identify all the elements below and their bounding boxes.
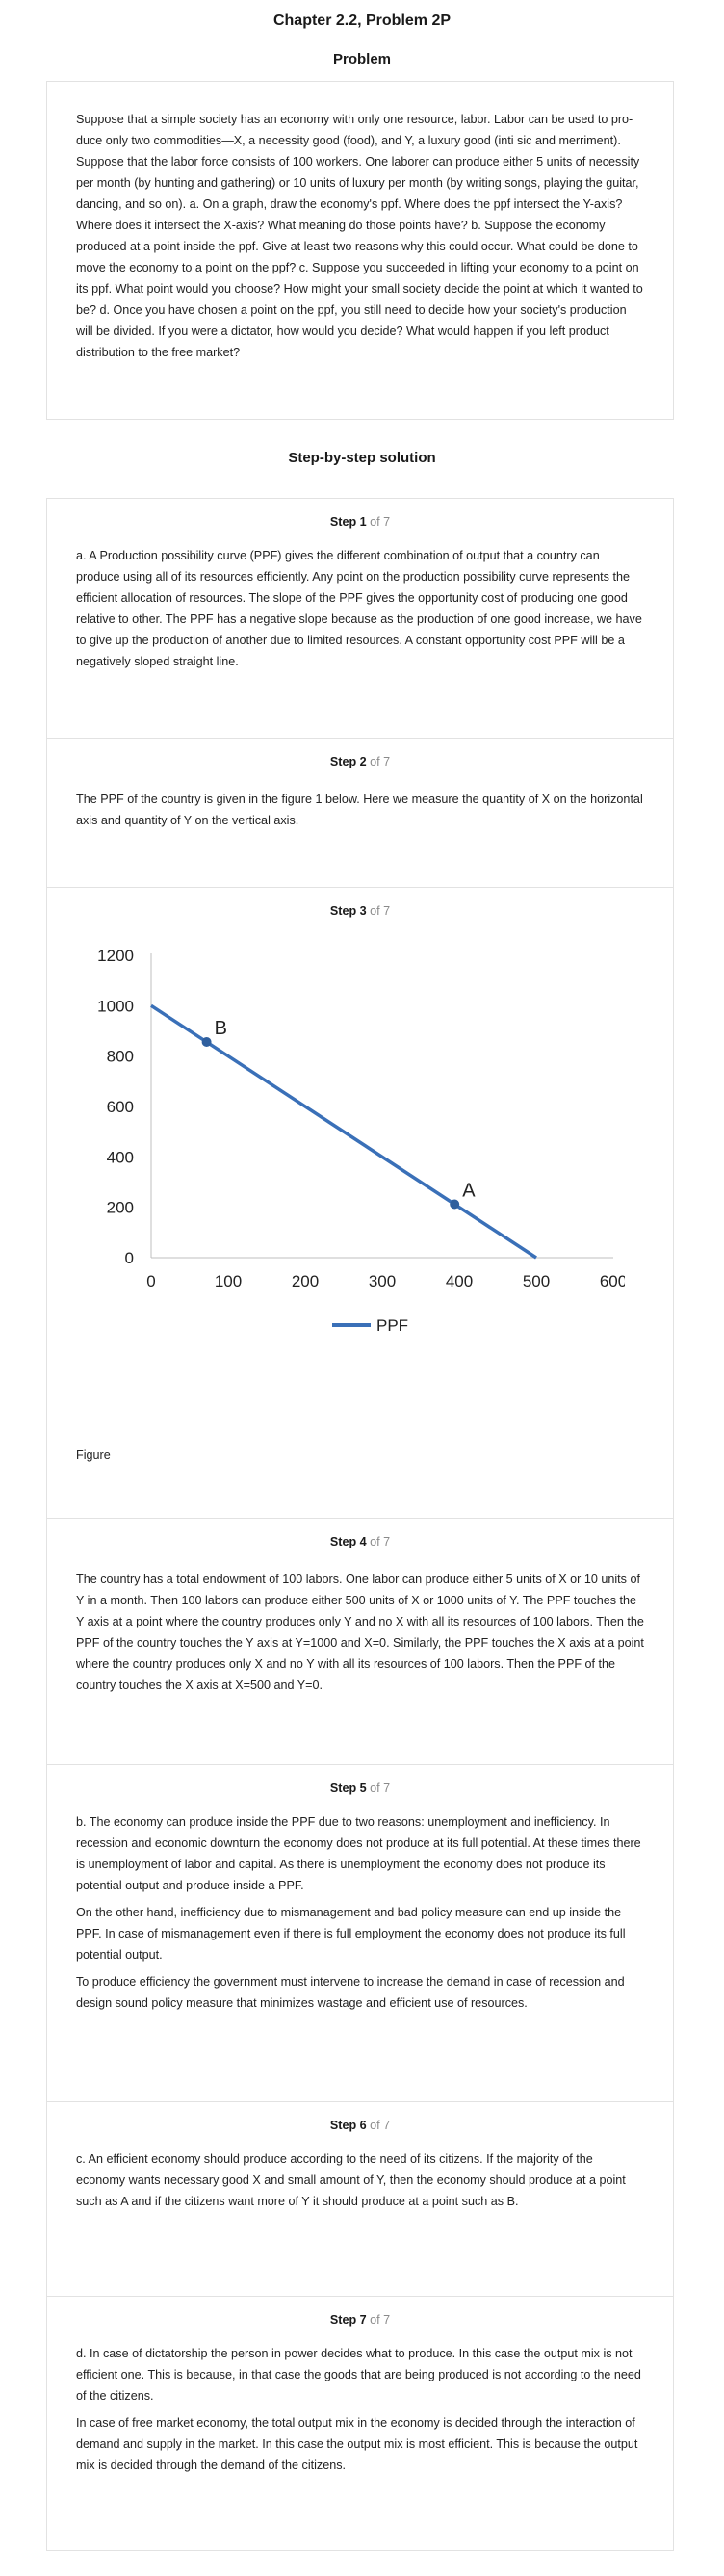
y-tick-label: 1000 (97, 997, 134, 1015)
y-tick-label: 1200 (97, 947, 134, 965)
chapter-title: Chapter 2.2, Problem 2P (272, 13, 452, 29)
step-7-header: Step 7 of 7 (76, 2310, 644, 2329)
step-1-count: of 7 (370, 515, 391, 529)
point-a-label: A (462, 1181, 476, 1202)
ppf-series-line (150, 1003, 537, 1260)
x-tick-label: 200 (292, 1272, 319, 1290)
step-2: Step 2 of 7 The PPF of the country is gi… (47, 738, 673, 887)
step-2-label: Step 2 (329, 755, 367, 768)
step-1-label: Step 1 (329, 515, 367, 529)
problem-heading: Problem (332, 51, 391, 67)
solution-heading: Step-by-step solution (288, 450, 436, 466)
step-7-label: Step 7 (329, 2313, 367, 2327)
step-5-count: of 7 (370, 1782, 391, 1795)
x-tick-label: 0 (146, 1272, 155, 1290)
x-tick-label: 300 (369, 1272, 396, 1290)
step-2-count: of 7 (370, 755, 391, 768)
step-2-paragraph: The PPF of the country is given in the f… (76, 793, 643, 827)
point-b-label: B (215, 1018, 227, 1039)
problem-text: Suppose that a simple society has an eco… (76, 113, 643, 359)
legend-label: PPF (376, 1316, 408, 1335)
x-tick-label: 400 (446, 1272, 473, 1290)
step-5-header: Step 5 of 7 (76, 1779, 644, 1798)
solution-card: Step 1 of 7 a. A Production possibility … (46, 498, 674, 2551)
step-7-paragraph-1: d. In case of dictatorship the person in… (76, 2347, 641, 2403)
step-7: Step 7 of 7 d. In case of dictatorship t… (47, 2296, 673, 2550)
step-5: Step 5 of 7 b. The economy can produce i… (47, 1764, 673, 2101)
step-6-paragraph: c. An efficient economy should produce a… (76, 2152, 626, 2208)
x-tick-label: 600 (600, 1272, 625, 1290)
step-4-paragraph: The country has a total endowment of 100… (76, 1573, 644, 1692)
step-6-label: Step 6 (329, 2119, 367, 2132)
step-4: Step 4 of 7 The country has a total endo… (47, 1518, 673, 1764)
point-a-marker (450, 1199, 460, 1210)
step-2-header: Step 2 of 7 (76, 752, 644, 771)
step-6-header: Step 6 of 7 (76, 2116, 644, 2135)
step-5-label: Step 5 (329, 1782, 367, 1795)
y-tick-label: 400 (107, 1148, 134, 1166)
step-1-header: Step 1 of 7 (76, 512, 644, 532)
x-tick-label: 500 (523, 1272, 550, 1290)
y-tick-label: 600 (107, 1098, 134, 1116)
y-tick-label: 200 (107, 1199, 134, 1217)
problem-card: Suppose that a simple society has an eco… (46, 81, 674, 420)
step-5-paragraph-2: On the other hand, inefficiency due to m… (76, 1906, 626, 1962)
step-3: Step 3 of 7 0 200 400 600 800 1000 1200 0 100 200… (47, 887, 673, 1518)
step-4-count: of 7 (370, 1535, 391, 1548)
figure-caption: Figure (76, 1448, 111, 1462)
step-3-label: Step 3 (329, 904, 367, 918)
y-tick-label: 800 (107, 1048, 134, 1066)
point-b-marker (201, 1037, 212, 1048)
step-5-paragraph-3: To produce efficiency the government mus… (76, 1975, 625, 2010)
step-4-label: Step 4 (329, 1535, 367, 1548)
step-1: Step 1 of 7 a. A Production possibility … (47, 499, 673, 738)
x-tick-label: 100 (215, 1272, 242, 1290)
step-6-count: of 7 (370, 2119, 391, 2132)
step-6: Step 6 of 7 c. An efficient economy shou… (47, 2101, 673, 2296)
y-tick-label: 0 (125, 1249, 134, 1267)
step-1-paragraph: a. A Production possibility curve (PPF) … (76, 549, 642, 668)
step-4-header: Step 4 of 7 (76, 1532, 644, 1551)
step-5-paragraph-1: b. The economy can produce inside the PP… (76, 1815, 641, 1892)
step-7-count: of 7 (370, 2313, 391, 2327)
step-7-paragraph-2: In case of free market economy, the tota… (76, 2416, 638, 2472)
ppf-chart: 0 200 400 600 800 1000 1200 0 100 200 300 400 500 600… (97, 947, 625, 1335)
step-3-count: of 7 (370, 904, 391, 918)
step-3-header: Step 3 of 7 (76, 901, 644, 921)
